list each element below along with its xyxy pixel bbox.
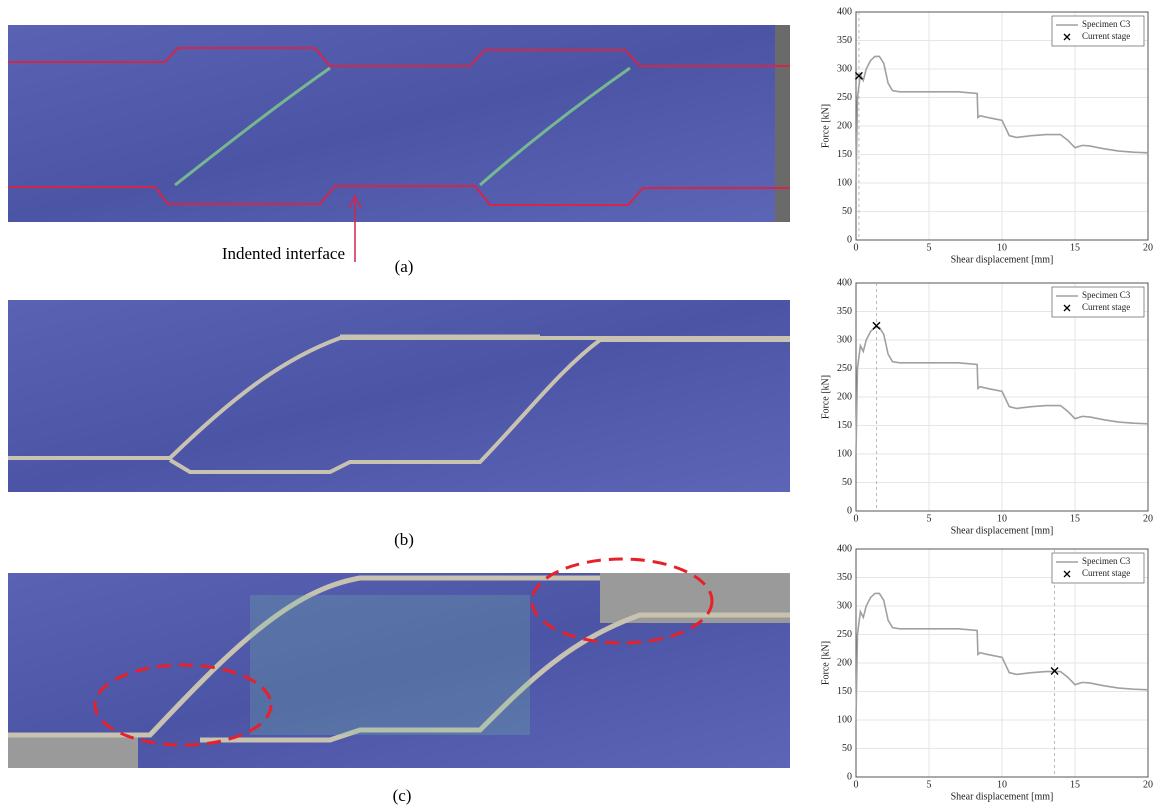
y-tick-label: 250 <box>837 629 852 640</box>
x-tick-label: 5 <box>927 513 932 524</box>
y-tick-label: 100 <box>837 448 852 459</box>
x-tick-label: 15 <box>1070 513 1080 524</box>
legend-label: Current stage <box>1082 31 1130 41</box>
y-tick-label: 150 <box>837 686 852 697</box>
panel-label: (c) <box>393 786 412 805</box>
y-tick-label: 350 <box>837 572 852 583</box>
x-tick-label: 10 <box>997 779 1007 790</box>
y-axis-label: Force [kN] <box>820 375 831 419</box>
x-tick-label: 15 <box>1070 242 1080 253</box>
photo-b <box>8 300 790 492</box>
photo-a <box>8 25 790 222</box>
y-tick-label: 50 <box>842 477 852 488</box>
y-tick-label: 250 <box>837 92 852 103</box>
y-tick-label: 400 <box>837 6 852 17</box>
y-tick-label: 50 <box>842 206 852 217</box>
y-tick-label: 50 <box>842 743 852 754</box>
x-axis-label: Shear displacement [mm] <box>951 254 1054 265</box>
annotation: Indented interface <box>222 244 345 263</box>
y-tick-label: 250 <box>837 363 852 374</box>
legend-label: Current stage <box>1082 568 1130 578</box>
x-tick-label: 0 <box>854 779 859 790</box>
y-tick-label: 0 <box>847 234 852 245</box>
y-tick-label: 0 <box>847 771 852 782</box>
y-tick-label: 400 <box>837 543 852 554</box>
x-axis-label: Shear displacement [mm] <box>951 791 1054 802</box>
x-tick-label: 20 <box>1143 242 1153 253</box>
x-tick-label: 20 <box>1143 513 1153 524</box>
y-tick-label: 150 <box>837 149 852 160</box>
x-tick-label: 5 <box>927 242 932 253</box>
y-axis-label: Force [kN] <box>820 641 831 685</box>
y-tick-label: 100 <box>837 714 852 725</box>
x-tick-label: 0 <box>854 513 859 524</box>
x-tick-label: 15 <box>1070 779 1080 790</box>
legend-label: Specimen C3 <box>1082 290 1131 300</box>
x-tick-label: 5 <box>927 779 932 790</box>
y-tick-label: 350 <box>837 35 852 46</box>
figure: Indented interface (a) (b) (c) 050100150… <box>0 0 1164 811</box>
y-tick-label: 0 <box>847 505 852 516</box>
x-tick-label: 20 <box>1143 779 1153 790</box>
panel-label: (a) <box>395 257 414 276</box>
y-axis-label: Force [kN] <box>820 104 831 148</box>
y-tick-label: 400 <box>837 277 852 288</box>
y-tick-label: 300 <box>837 63 852 74</box>
x-tick-label: 0 <box>854 242 859 253</box>
legend-label: Specimen C3 <box>1082 19 1131 29</box>
photo-c <box>8 559 790 768</box>
y-tick-label: 100 <box>837 177 852 188</box>
x-tick-label: 10 <box>997 242 1007 253</box>
legend-label: Specimen C3 <box>1082 556 1131 566</box>
y-tick-label: 300 <box>837 600 852 611</box>
y-tick-label: 200 <box>837 391 852 402</box>
legend-label: Current stage <box>1082 302 1130 312</box>
y-tick-label: 350 <box>837 306 852 317</box>
y-tick-label: 200 <box>837 120 852 131</box>
x-axis-label: Shear displacement [mm] <box>951 525 1054 536</box>
y-tick-label: 150 <box>837 420 852 431</box>
y-tick-label: 200 <box>837 657 852 668</box>
panel-label: (b) <box>394 530 414 549</box>
x-tick-label: 10 <box>997 513 1007 524</box>
y-tick-label: 300 <box>837 334 852 345</box>
